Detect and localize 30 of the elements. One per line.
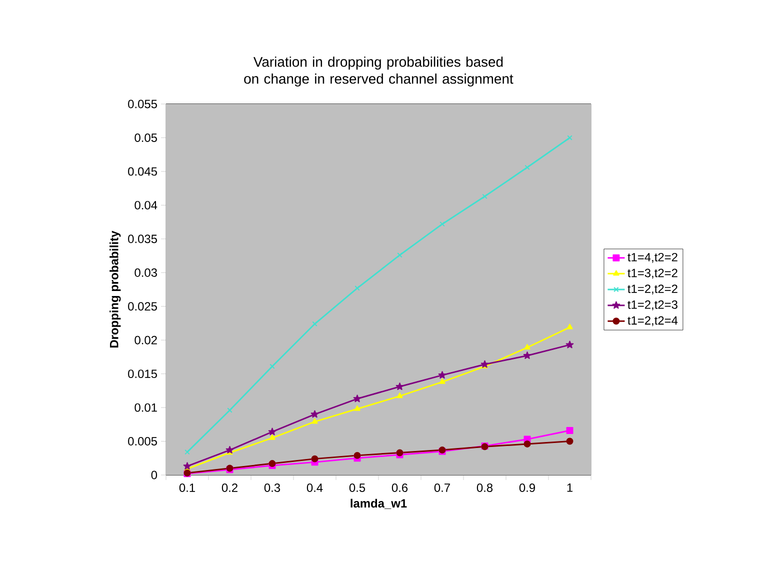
y-tick-label: 0.015 [128, 370, 157, 378]
y-tick-label: 0.01 [134, 403, 157, 412]
y-tick-label: 0.035 [128, 234, 157, 244]
x-tick-label: 0.2 [222, 484, 238, 492]
legend-label: t1=2,t2=2 [628, 284, 678, 294]
y-tick-label: 0.055 [128, 100, 157, 108]
legend-label: t1=3,t2=2 [628, 268, 678, 279]
y-tick-label: 0.005 [128, 437, 157, 446]
legend-label: t1=2,t2=4 [628, 316, 678, 326]
x-tick-label: 0.9 [519, 484, 535, 492]
y-tick-label: 0.045 [128, 167, 157, 176]
legend-label: t1=4,t2=2 [628, 252, 678, 263]
x-tick-label: 1 [567, 484, 572, 492]
x-tick-label: 0.7 [434, 484, 450, 492]
x-tick-label: 0.4 [306, 484, 323, 492]
x-axis-title: lamda_w1 [350, 498, 407, 509]
y-tick-label: 0.05 [134, 134, 157, 142]
x-tick-label: 0.1 [179, 484, 195, 492]
y-tick-label: 0.02 [134, 336, 157, 344]
y-tick-label: 0.04 [134, 200, 158, 210]
y-tick-label: 0.025 [128, 302, 157, 311]
y-tick-label: 0.03 [134, 268, 157, 277]
x-tick-label: 0.3 [264, 484, 280, 492]
legend-label: t1=2,t2=3 [628, 300, 678, 310]
x-tick-label: 0.8 [476, 484, 493, 492]
y-tick-label: 0 [151, 470, 158, 480]
y-axis-title: Dropping probability [110, 230, 121, 348]
x-tick-label: 0.6 [392, 484, 408, 492]
chart-title: Variation in dropping probabilities based on change in reserved channel assignment [244, 56, 514, 87]
x-tick-label: 0.5 [349, 484, 366, 492]
